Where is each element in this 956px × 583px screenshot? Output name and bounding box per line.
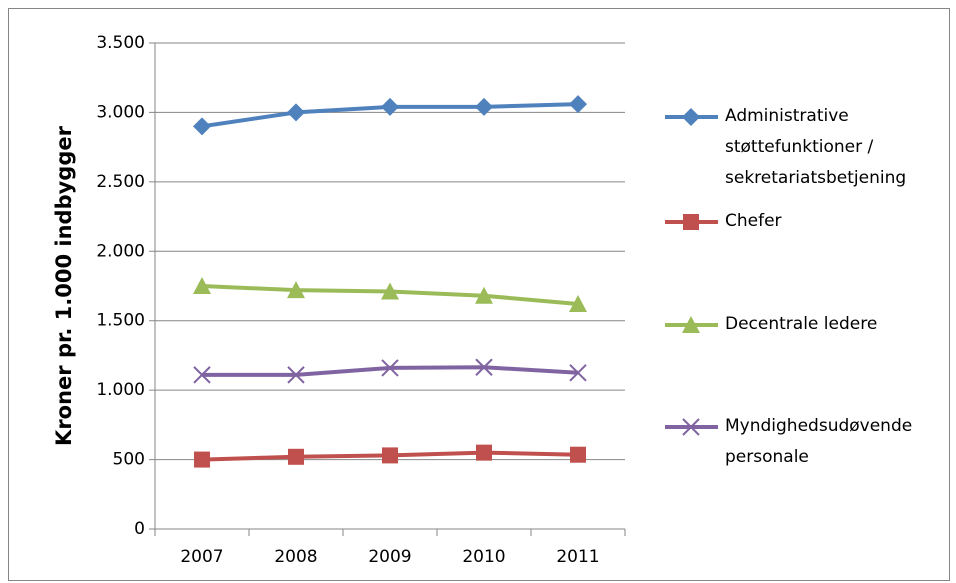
y-tick-label: 500 (113, 450, 145, 470)
data-point (475, 286, 493, 304)
data-point (194, 451, 210, 468)
data-point (382, 447, 398, 464)
x-tick-label: 2007 (180, 547, 223, 567)
y-tick-label: 1.500 (96, 311, 145, 331)
y-tick-label: 2.500 (96, 172, 145, 192)
data-point (569, 364, 587, 382)
y-tick-label: 2.000 (96, 241, 145, 261)
data-point (381, 359, 399, 377)
data-point (287, 366, 305, 384)
legend-marker (683, 214, 699, 230)
x-tick-label: 2010 (462, 547, 505, 567)
y-tick-label: 1.000 (96, 380, 145, 400)
legend-label: Chefer (725, 211, 782, 231)
legend-marker (682, 108, 700, 126)
data-point (570, 446, 586, 463)
y-axis-label: Kroner pr. 1.000 indbygger (52, 125, 76, 446)
data-point (476, 444, 492, 461)
data-point (193, 366, 211, 384)
legend-marker (682, 418, 700, 436)
y-tick-label: 3.000 (96, 102, 145, 122)
legend-label: Administrative støttefunktioner / sekret… (725, 106, 907, 188)
y-tick-label: 3.500 (96, 33, 145, 53)
x-tick-label: 2009 (368, 547, 411, 567)
data-point (287, 103, 305, 122)
y-tick-label: 0 (134, 519, 145, 539)
data-point (475, 97, 493, 116)
legend-label: Myndighedsudøvende personale (725, 416, 913, 467)
data-point (288, 448, 304, 465)
legend-marker (682, 316, 700, 333)
data-point (287, 281, 305, 299)
data-point (193, 117, 211, 136)
data-point (569, 295, 587, 313)
data-point (569, 95, 587, 114)
data-point (381, 282, 399, 300)
data-point (193, 277, 211, 294)
x-tick-label: 2011 (556, 547, 599, 567)
data-point (381, 97, 399, 116)
data-point (475, 358, 493, 376)
x-tick-label: 2008 (274, 547, 317, 567)
legend-label: Decentrale ledere (725, 314, 878, 334)
